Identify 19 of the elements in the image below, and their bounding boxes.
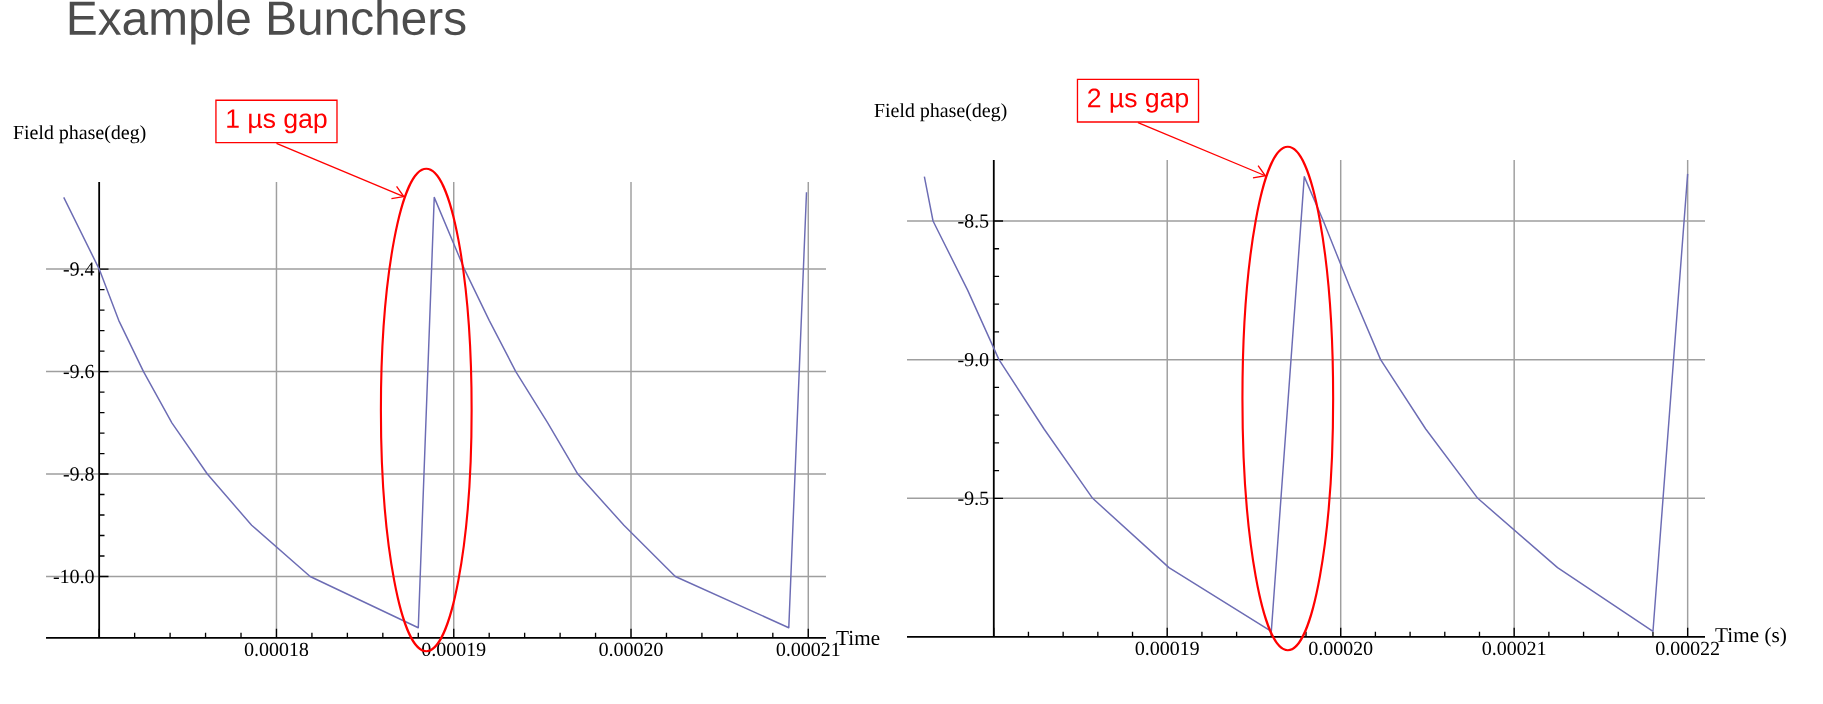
x-tick-label: 0.00019: [1135, 641, 1199, 656]
y-axis-title: Field phase(deg): [13, 125, 146, 144]
chart-title: Example Bunchers: [69, 0, 466, 45]
y-tick-label: -9.8: [63, 467, 94, 481]
y-tick-label: -9.5: [958, 491, 989, 506]
line-series: [923, 173, 1689, 633]
x-tick-label: 0.00018: [244, 642, 309, 657]
x-tick-label: 0.00021: [1482, 641, 1546, 656]
y-axis-title: Field phase(deg): [874, 103, 1007, 122]
y-tick-label: -9.0: [958, 352, 989, 367]
x-tick-label: 0.00020: [599, 642, 663, 657]
y-tick-label: -9.4: [63, 262, 95, 276]
x-tick-label: 0.00020: [1309, 641, 1373, 656]
text: 2 µs gap: [1088, 88, 1189, 113]
x-tick-label: 0.00019: [422, 642, 486, 657]
y-tick-label: -9.6: [63, 364, 94, 379]
y-tick-label: -8.5: [958, 214, 989, 228]
text: 1 µs gap: [227, 109, 327, 134]
y-tick-label: -10.0: [53, 569, 94, 584]
